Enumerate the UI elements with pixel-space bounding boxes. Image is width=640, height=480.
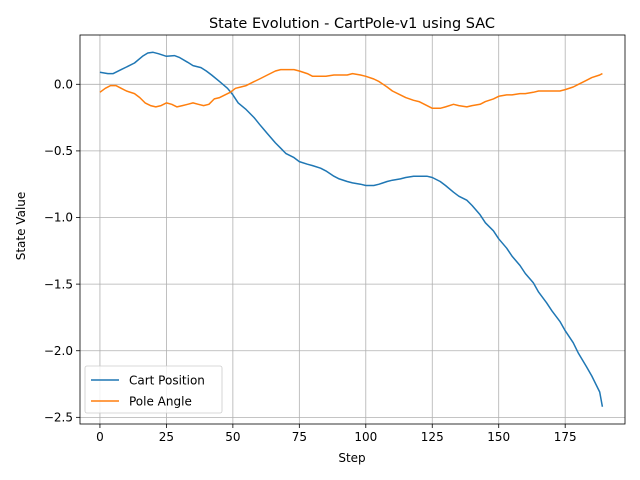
y-tick-label: −1.5 bbox=[44, 277, 73, 291]
grid bbox=[80, 35, 625, 424]
x-tick-label: 100 bbox=[354, 430, 377, 444]
legend-label-cart-position: Cart Position bbox=[129, 374, 205, 388]
chart-title: State Evolution - CartPole-v1 using SAC bbox=[209, 16, 495, 32]
x-tick-label: 75 bbox=[292, 430, 307, 444]
y-tick-label: −0.5 bbox=[44, 144, 73, 158]
series-line-cart-position bbox=[99, 51, 604, 407]
plot-frame bbox=[79, 34, 626, 425]
legend: Cart Position Pole Angle bbox=[84, 365, 223, 414]
x-axis-ticks: 0 25 50 75 100 125 150 175 bbox=[96, 424, 577, 444]
y-tick-label: −2.0 bbox=[44, 344, 73, 358]
x-tick-label: 25 bbox=[159, 430, 174, 444]
x-tick-label: 125 bbox=[421, 430, 444, 444]
y-tick-label: −2.5 bbox=[44, 411, 73, 425]
series-line-pole-angle bbox=[99, 68, 603, 110]
y-axis-label: State Value bbox=[14, 192, 28, 261]
legend-label-pole-angle: Pole Angle bbox=[129, 395, 192, 409]
x-tick-label: 150 bbox=[487, 430, 510, 444]
x-tick-label: 0 bbox=[96, 430, 104, 444]
x-tick-label: 175 bbox=[554, 430, 577, 444]
y-tick-label: 0.0 bbox=[54, 77, 73, 91]
legend-box bbox=[84, 365, 223, 414]
x-tick-label: 50 bbox=[225, 430, 240, 444]
series-lines bbox=[99, 51, 604, 407]
y-tick-label: −1.0 bbox=[44, 211, 73, 225]
y-axis-ticks: −2.5 −2.0 −1.5 −1.0 −0.5 0.0 bbox=[44, 77, 80, 425]
x-axis-label: Step bbox=[338, 451, 365, 465]
